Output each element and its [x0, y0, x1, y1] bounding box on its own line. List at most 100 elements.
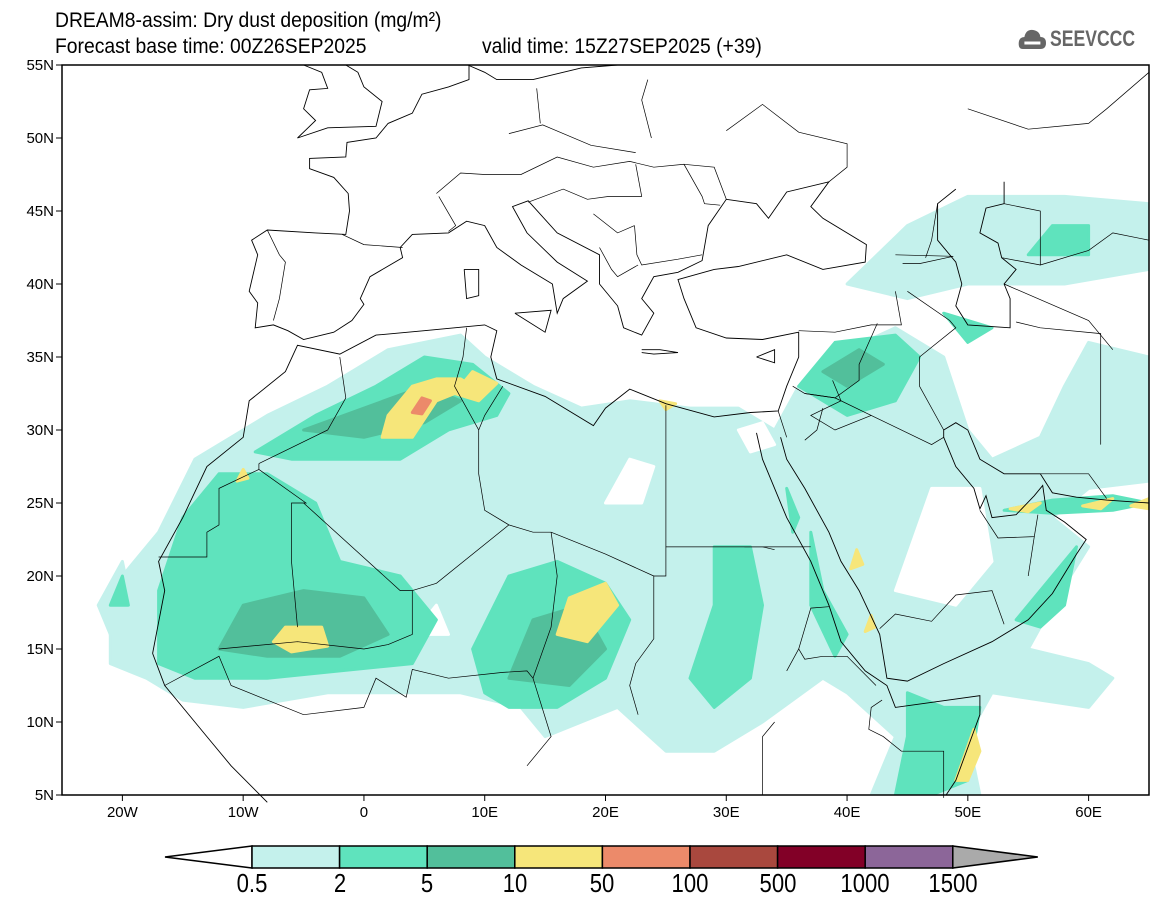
country-border — [726, 103, 848, 183]
lon-tick-label: 60E — [1075, 804, 1102, 821]
country-border — [593, 213, 635, 234]
lon-tick-label: 50E — [954, 804, 981, 821]
country-border — [438, 196, 457, 232]
country-border — [804, 408, 824, 441]
dust-area-10-50 — [1008, 501, 1042, 514]
country-border — [810, 380, 872, 431]
coastline — [756, 349, 776, 364]
legend-arrow-high — [952, 845, 1038, 869]
country-border — [1027, 536, 1035, 577]
country-border — [868, 699, 945, 798]
country-border — [653, 546, 667, 577]
country-border — [895, 254, 954, 264]
legend-label: 1500 — [928, 868, 978, 898]
country-border — [258, 463, 308, 628]
dust-area-5-10 — [821, 348, 885, 388]
no-dust-area — [893, 486, 994, 607]
map-title: DREAM8-assim: Dry dust deposition (mg/m²… — [55, 9, 442, 32]
dust-area-10-50 — [555, 581, 620, 644]
dust-area-2-5 — [785, 486, 801, 534]
lat-tick-label: 20N — [26, 568, 54, 585]
legend-swatch — [251, 845, 341, 869]
country-border — [599, 247, 639, 278]
lat-tick-label: 10N — [26, 714, 54, 731]
lat-tick-label: 40N — [26, 276, 54, 293]
country-border — [508, 124, 636, 153]
dust-area-2-5 — [688, 545, 764, 709]
dust-area-10-50 — [1081, 497, 1115, 511]
dust-area-2-5 — [809, 530, 849, 658]
country-border — [879, 590, 1005, 629]
country-border — [528, 164, 643, 203]
country-border — [342, 234, 403, 248]
lat-tick-label: 35N — [26, 349, 54, 366]
lon-tick-label: 20E — [592, 804, 619, 821]
country-border — [478, 386, 504, 431]
lon-tick-label: 10W — [228, 804, 260, 821]
country-border — [683, 163, 727, 200]
lon-tick-label: 40E — [834, 804, 861, 821]
lat-tick-label: 15N — [26, 641, 54, 658]
country-border — [218, 502, 413, 650]
dust-area-10-50 — [849, 548, 865, 571]
country-border — [258, 356, 347, 464]
valid-time: valid time: 15Z27SEP2025 (+39) — [482, 35, 762, 58]
dust-area-10-50 — [453, 370, 499, 403]
legend-label: 500 — [759, 868, 797, 898]
seevccc-logo: SEEVCCC — [1018, 26, 1135, 52]
coastline — [297, 64, 329, 139]
country-border — [786, 648, 877, 686]
lat-tick-label: 5N — [35, 787, 54, 804]
coastline — [756, 432, 981, 796]
dust-area-2-5 — [942, 311, 994, 344]
dust-area-2-5 — [1014, 545, 1078, 629]
no-dust-area — [736, 421, 777, 454]
legend-label: 10 — [502, 868, 528, 898]
legend-arrow-low — [164, 845, 253, 869]
lon-tick-label: 0 — [360, 804, 368, 821]
lat-tick-label: 50N — [26, 130, 54, 147]
country-border — [641, 79, 652, 139]
legend-swatch — [776, 845, 866, 869]
forecast-base-time: Forecast base time: 00Z26SEP2025 — [55, 35, 367, 58]
lat-tick-label: 55N — [26, 57, 54, 74]
dust-area-0.5-2 — [845, 194, 1149, 301]
legend-swatch — [864, 845, 954, 869]
coastline — [467, 64, 618, 81]
country-border — [804, 323, 878, 399]
coastline — [152, 65, 867, 654]
country-border — [164, 532, 558, 716]
country-border — [550, 531, 655, 715]
cloud-icon — [1018, 29, 1046, 49]
legend-label: 1000 — [840, 868, 890, 898]
dust-area-5-10 — [217, 589, 390, 658]
country-border — [967, 72, 1150, 130]
country-border — [907, 291, 957, 431]
coastline — [937, 181, 1017, 329]
country-border — [925, 203, 938, 258]
dust-area-0.5-2 — [881, 253, 946, 293]
country-border — [1004, 203, 1150, 266]
country-border — [158, 469, 260, 558]
legend-label: 5 — [421, 868, 434, 898]
lat-tick-label: 25N — [26, 495, 54, 512]
country-border — [1001, 257, 1041, 266]
country-border — [762, 721, 775, 795]
legend-swatch — [338, 845, 428, 869]
legend-label: 2 — [333, 868, 346, 898]
dust-area-2-5 — [1026, 224, 1091, 257]
country-border — [1040, 473, 1107, 499]
legend-swatch — [426, 845, 516, 869]
legend-label: 50 — [590, 868, 615, 898]
lon-tick-label: 10E — [471, 804, 498, 821]
coastline — [463, 268, 480, 300]
country-border — [436, 156, 721, 206]
country-border — [1016, 321, 1102, 445]
country-border — [798, 291, 902, 333]
logo-text: SEEVCCC — [1050, 26, 1136, 51]
lon-tick-label: 30E — [713, 804, 740, 821]
legend-swatch — [689, 845, 779, 869]
coastline — [641, 349, 679, 355]
legend-swatch — [601, 845, 691, 869]
